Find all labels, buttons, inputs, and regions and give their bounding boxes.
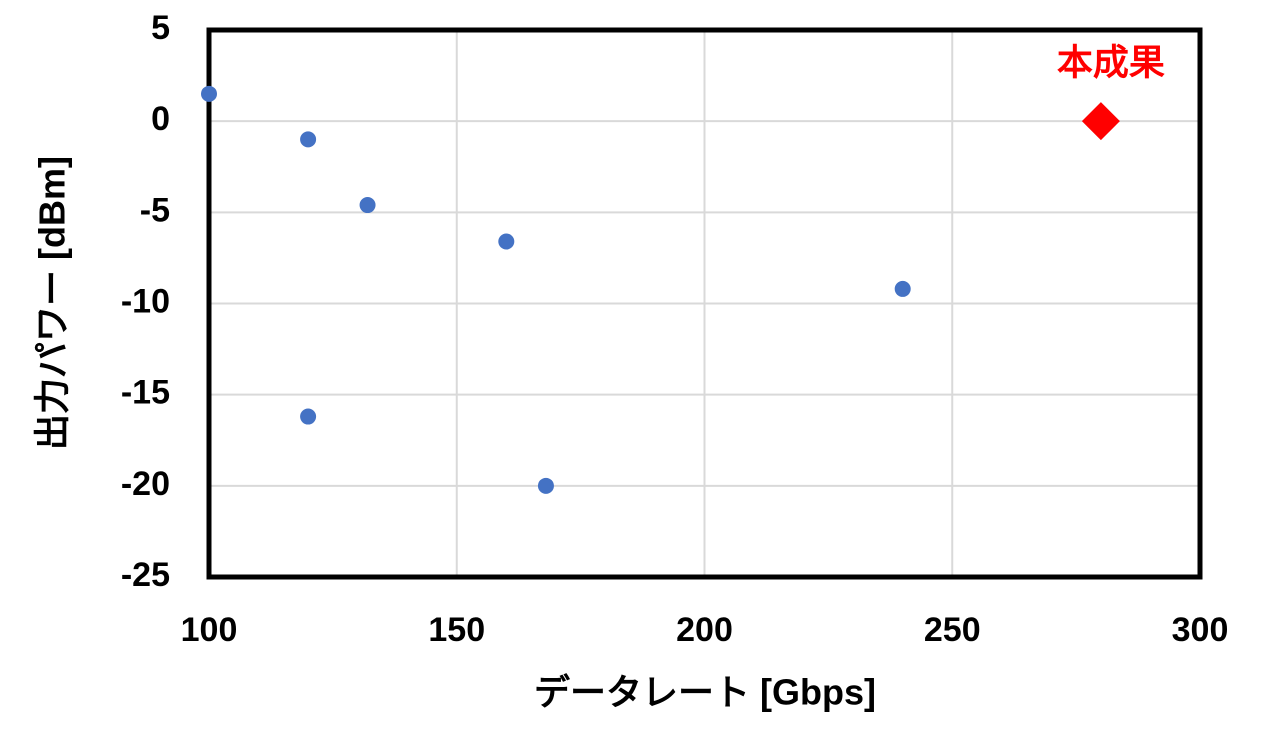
point <box>1081 102 1120 141</box>
y-tick-label: -5 <box>140 191 170 229</box>
x-tick-label: 200 <box>676 611 733 649</box>
point <box>498 233 515 250</box>
point-label: 本成果 <box>1057 42 1165 83</box>
x-tick-label: 250 <box>924 611 981 649</box>
point <box>300 131 317 148</box>
x-tick-label: 150 <box>428 611 485 649</box>
y-tick-label: -15 <box>121 374 170 412</box>
x-axis-title: データレート [Gbps] <box>534 672 876 713</box>
point <box>359 197 376 214</box>
plot-frame <box>206 27 1203 580</box>
y-tick-label: 5 <box>151 9 170 47</box>
point <box>201 85 217 102</box>
point <box>894 280 911 297</box>
x-tick-label: 300 <box>1172 611 1229 649</box>
y-tick-label: -25 <box>121 556 170 594</box>
y-tick-label: -20 <box>121 465 170 503</box>
point <box>537 477 554 494</box>
y-tick-label: 0 <box>151 100 170 138</box>
x-tick-label: 100 <box>181 611 238 649</box>
y-tick-label: -10 <box>121 282 170 320</box>
y-axis-title: 出力パワー [dBm] <box>32 156 73 450</box>
point <box>300 408 317 425</box>
